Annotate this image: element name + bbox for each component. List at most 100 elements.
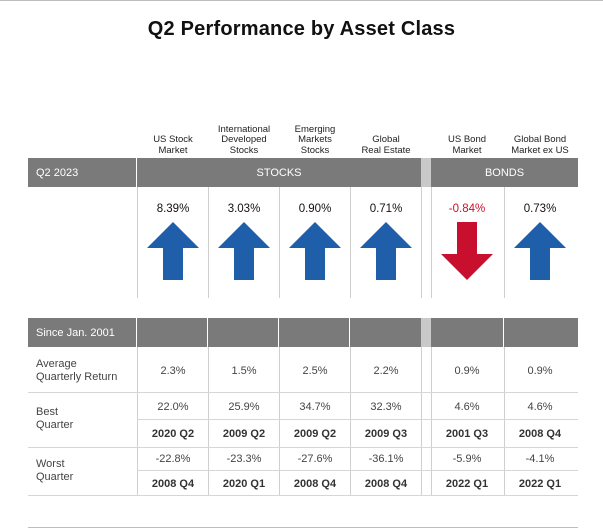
up-arrow-icon — [514, 222, 566, 280]
q2-return: 0.71% — [369, 203, 403, 215]
worst-quarter: 2008 Q4 — [151, 478, 195, 490]
column-header-lines: US Stock Market — [153, 134, 193, 156]
best-return: 22.0% — [157, 401, 189, 413]
subrow-divider — [137, 470, 578, 471]
best-quarter: 2009 Q3 — [364, 428, 408, 440]
group-header-bonds: BONDS — [431, 158, 578, 187]
worst-quarter: 2022 Q1 — [445, 478, 489, 490]
best-quarter: 2001 Q3 — [445, 428, 489, 440]
q2-return: 8.39% — [156, 203, 190, 215]
page-title: Q2 Performance by Asset Class — [147, 18, 456, 40]
column-header-lines: International Developed Stocks — [217, 123, 271, 156]
subrow-divider — [137, 419, 578, 420]
worst-return: -23.3% — [226, 453, 262, 465]
worst-return: -5.9% — [452, 453, 482, 465]
best-quarter: 2009 Q2 — [222, 428, 266, 440]
arrow-shape — [360, 222, 412, 280]
column-separator — [504, 187, 505, 298]
avg-return: 0.9% — [527, 365, 553, 377]
since-bar-cell — [350, 318, 421, 347]
column-header-lines: Global Bond Market ex US — [511, 134, 569, 156]
column-header: Global Bond Market ex USGlobal BondMarke… — [504, 112, 576, 156]
column-header-lines: US Bond Market — [447, 134, 487, 156]
column-separator — [279, 347, 280, 495]
worst-quarter: 2008 Q4 — [293, 478, 337, 490]
column-header: Emerging Markets StocksEmergingMarketsSt… — [279, 112, 351, 156]
arrow-shape — [441, 222, 493, 280]
worst-quarter: 2020 Q1 — [222, 478, 266, 490]
row-label-lines: Best Quarter — [36, 406, 74, 431]
arrow-shape — [514, 222, 566, 280]
row-label: Best QuarterBestQuarter — [36, 406, 73, 432]
column-separator — [279, 187, 280, 298]
column-separator — [421, 187, 422, 298]
since-bar-cell — [279, 318, 349, 347]
worst-quarter: 2008 Q4 — [364, 478, 408, 490]
q2-return: -0.84% — [448, 203, 486, 215]
column-separator — [431, 187, 432, 298]
worst-return: -4.1% — [525, 453, 555, 465]
column-separator — [208, 347, 209, 495]
bottom-rule — [28, 527, 578, 528]
row-label-lines: Average Quarterly Return — [36, 358, 118, 383]
since-bar-cell — [504, 318, 578, 347]
row-divider — [28, 392, 578, 393]
since-bar-cell — [208, 318, 278, 347]
column-separator — [137, 347, 138, 495]
best-return: 4.6% — [527, 401, 553, 413]
column-header: Global Real EstateGlobalReal Estate — [350, 112, 422, 156]
best-quarter: 2020 Q2 — [151, 428, 195, 440]
down-arrow-icon — [441, 222, 493, 280]
since-label: Since Jan. 2001 — [28, 318, 136, 347]
avg-return: 0.9% — [454, 365, 480, 377]
column-header-lines: Global Real Estate — [361, 134, 411, 156]
best-quarter: 2009 Q2 — [293, 428, 337, 440]
avg-return: 2.2% — [373, 365, 399, 377]
best-return: 34.7% — [299, 401, 331, 413]
arrow-shape — [289, 222, 341, 280]
column-separator — [208, 187, 209, 298]
row-divider — [28, 495, 578, 496]
best-return: 25.9% — [228, 401, 260, 413]
arrow-shape — [218, 222, 270, 280]
q2-return: 0.73% — [523, 203, 557, 215]
up-arrow-icon — [360, 222, 412, 280]
arrow-shape — [147, 222, 199, 280]
q2-return: 0.90% — [298, 203, 332, 215]
up-arrow-icon — [218, 222, 270, 280]
column-header: International Developed StocksInternatio… — [208, 112, 280, 156]
column-separator — [137, 187, 138, 298]
period-label: Q2 2023 — [28, 158, 136, 187]
column-header-lines: Emerging Markets Stocks — [294, 123, 336, 156]
top-rule — [0, 0, 603, 1]
avg-return: 2.5% — [302, 365, 328, 377]
worst-return: -36.1% — [368, 453, 404, 465]
column-separator — [504, 347, 505, 495]
column-separator — [421, 347, 422, 495]
since-bar-cell — [137, 318, 207, 347]
best-return: 32.3% — [370, 401, 402, 413]
row-divider — [28, 447, 578, 448]
avg-return: 2.3% — [160, 365, 186, 377]
column-separator — [431, 347, 432, 495]
best-return: 4.6% — [454, 401, 480, 413]
column-separator — [350, 347, 351, 495]
best-quarter: 2008 Q4 — [518, 428, 562, 440]
group-header-stocks: STOCKS — [137, 158, 421, 187]
up-arrow-icon — [289, 222, 341, 280]
avg-return: 1.5% — [231, 365, 257, 377]
group-gap — [421, 158, 431, 187]
column-separator — [350, 187, 351, 298]
worst-return: -27.6% — [297, 453, 333, 465]
worst-quarter: 2022 Q1 — [518, 478, 562, 490]
q2-return: 3.03% — [227, 203, 261, 215]
since-bar-cell — [431, 318, 503, 347]
worst-return: -22.8% — [155, 453, 191, 465]
row-label-lines: Worst Quarter — [36, 458, 74, 483]
row-label: Average Quarterly ReturnAverageQuarterly… — [36, 358, 117, 384]
up-arrow-icon — [147, 222, 199, 280]
since-gap — [421, 318, 431, 347]
